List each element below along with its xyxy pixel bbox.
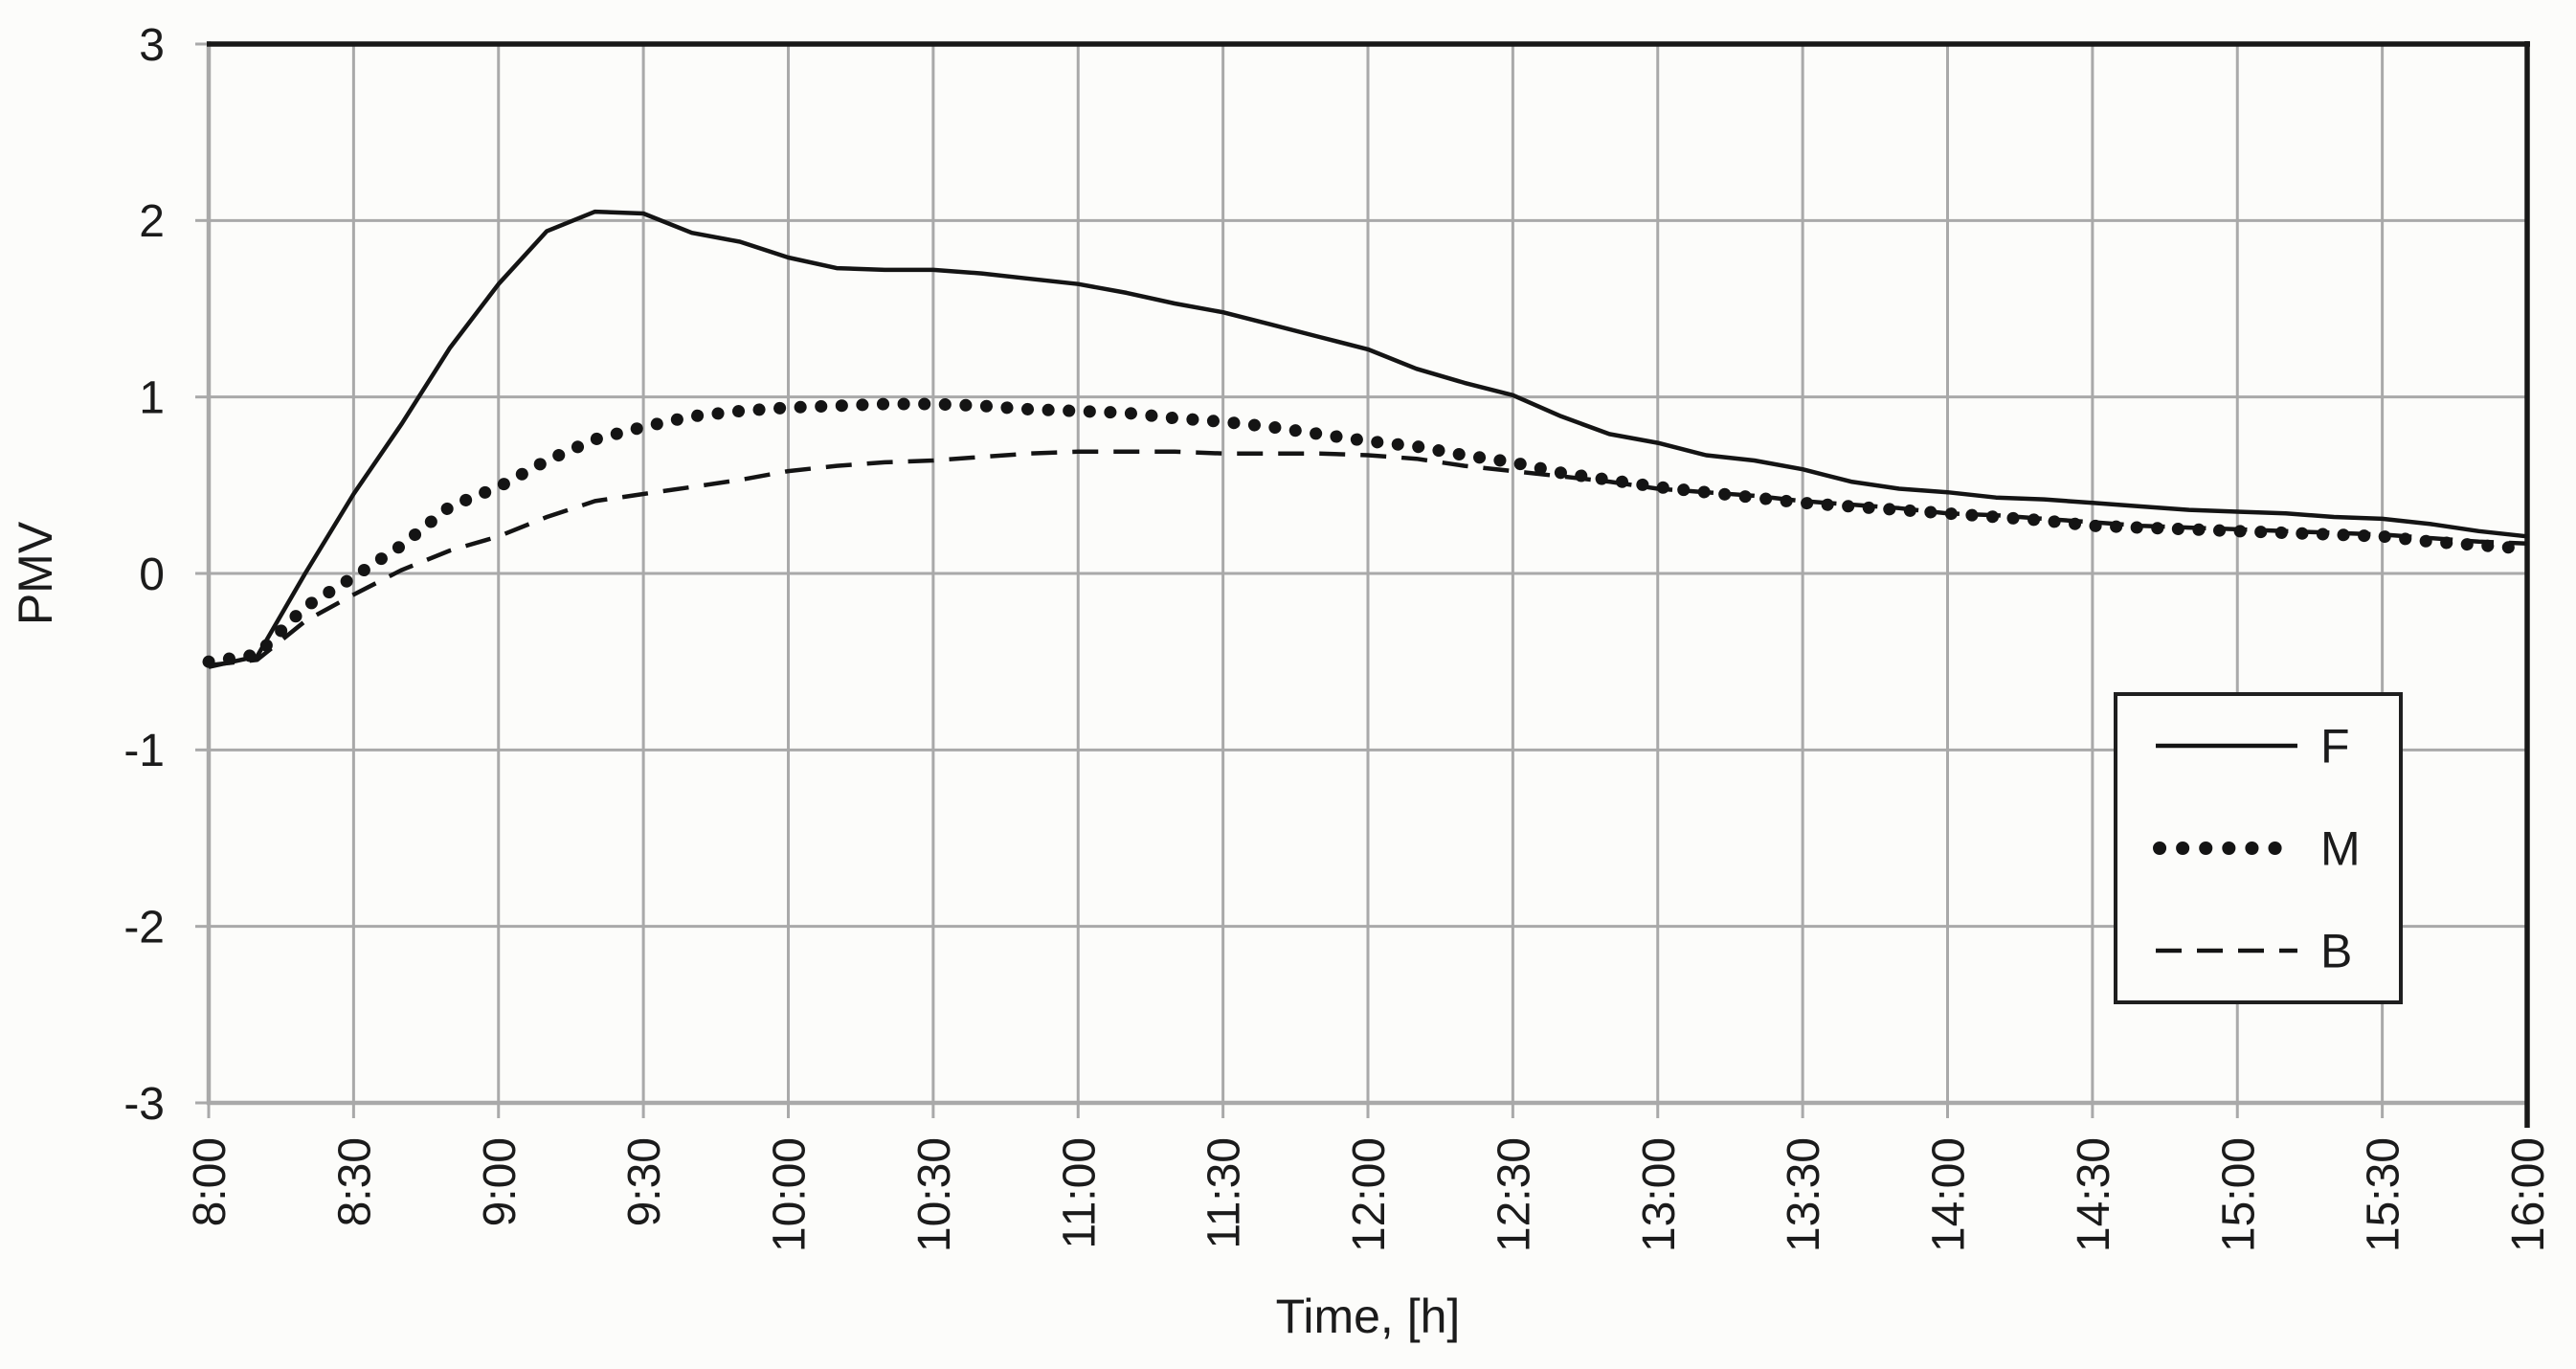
y-tick-label: 2 — [139, 196, 165, 247]
y-tick-label: -1 — [123, 726, 165, 776]
series-F-line — [208, 209, 2528, 669]
x-tick-label: 16:00 — [2503, 1137, 2554, 1252]
y-tick-label: 3 — [139, 20, 165, 71]
x-tick-label: 11:30 — [1199, 1137, 1250, 1249]
y-axis-title: PMV — [9, 521, 62, 625]
x-tick-label: 13:30 — [1779, 1137, 1829, 1252]
data-series — [202, 209, 2534, 669]
x-tick-label: 9:00 — [475, 1137, 526, 1226]
series-M-line — [202, 397, 2534, 668]
x-tick-label: 13:00 — [1634, 1137, 1685, 1252]
x-tick-label: 12:30 — [1489, 1137, 1539, 1252]
x-tick-label: 14:30 — [2069, 1137, 2119, 1252]
y-tick-label: 0 — [139, 550, 165, 600]
x-tick-label: 12:00 — [1344, 1137, 1395, 1252]
x-tick-label: 14:00 — [1924, 1137, 1975, 1252]
tick-labels: 8:00 8:30 9:00 9:30 10:00 10:30 11:00 11:30 12:0… — [123, 20, 2554, 1252]
x-tick-label: 10:00 — [765, 1137, 816, 1252]
x-tick-label: 11:00 — [1054, 1137, 1105, 1249]
legend-label-b: B — [2320, 925, 2352, 978]
x-tick-label: 10:30 — [909, 1137, 960, 1252]
y-tick-label: 1 — [139, 372, 165, 423]
x-axis-title: Time, [h] — [1276, 1290, 1461, 1343]
x-tick-label: 15:00 — [2213, 1137, 2264, 1252]
y-tick-label: -3 — [123, 1079, 165, 1130]
x-tick-label: 8:30 — [329, 1137, 380, 1226]
x-tick-label: 15:30 — [2359, 1137, 2409, 1252]
y-tick-label: -2 — [123, 902, 165, 953]
x-tick-label: 9:30 — [619, 1137, 670, 1226]
legend-label-f: F — [2320, 720, 2350, 774]
plot-border — [206, 41, 2530, 1128]
legend: F M B — [2114, 692, 2403, 1004]
x-tick-label: 8:00 — [185, 1137, 235, 1226]
legend-label-m: M — [2320, 822, 2361, 876]
